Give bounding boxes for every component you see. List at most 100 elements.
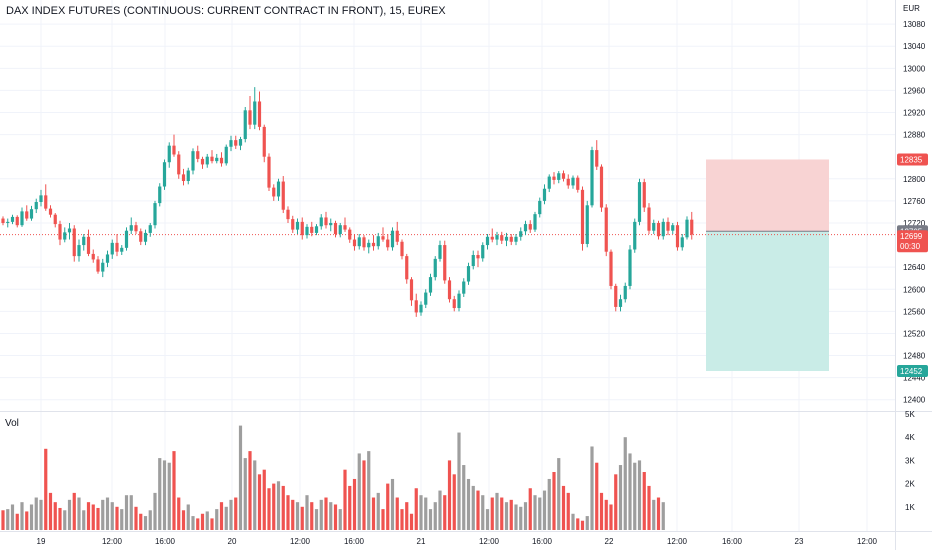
candle-body [29,209,34,219]
volume-bar [186,504,190,530]
volume-tick-label: 1K [905,503,915,512]
last-price-badge-countdown: 00:30 [900,242,921,251]
volume-bar [110,502,114,530]
time-tick-label: 16:00 [344,537,365,546]
volume-bar [623,437,627,530]
price-tick-label: 13000 [903,64,926,73]
candle-body [552,176,556,180]
volume-bar [215,509,219,530]
candle-body [447,280,452,300]
candles [1,87,694,317]
candle-body [357,237,361,247]
stop-loss-zone[interactable] [706,159,829,232]
volume-bar [67,499,72,530]
candle-body [191,151,195,171]
volume-bar [15,513,19,530]
candle-body [10,216,15,222]
candle-body [590,150,594,206]
candle-body [196,151,200,159]
candle-body [338,225,342,235]
price-tick-label: 12560 [903,307,926,316]
volume-bar [134,506,138,530]
volume-bar [286,495,290,530]
volume-bar [300,506,304,530]
volume-bar [466,478,471,530]
candle-body [348,229,352,240]
volume-bar [191,516,195,530]
volume-bar [115,506,119,530]
candle-body [433,258,437,278]
volume-bar [291,499,295,530]
candle-body [143,232,148,242]
candle-body [685,219,689,238]
volume-bar [409,513,414,530]
candle-body [129,225,133,231]
candle-body [101,262,105,272]
volume-bar [647,485,651,530]
volume-bar [419,495,423,530]
volume-bar [414,488,418,530]
volume-bar [177,497,181,530]
volume-bar [443,495,447,530]
candle-body [219,157,224,164]
candle-body [333,222,338,235]
take-profit-zone[interactable] [706,231,829,371]
candle-body [257,101,262,127]
candle-body [462,281,466,294]
candle-body [58,224,62,240]
time-tick-label: 12:00 [667,537,688,546]
candle-body [96,259,100,272]
last-price-badge [897,230,928,253]
candle-body [542,188,547,201]
volume-bar [248,451,252,530]
volume-bar [433,502,437,530]
time-tick-label: 12:00 [479,537,500,546]
volume-bar [329,502,333,530]
candle-body [167,145,171,163]
volume-bar [143,516,148,530]
volume-bar [495,492,499,530]
candle-body [352,239,357,247]
candle-body [409,279,414,301]
time-tick-label: 22 [605,537,614,546]
volume-bar [633,462,637,530]
volume-bar [34,497,38,530]
volume-bar [547,478,551,530]
candle-body [599,166,604,208]
time-tick-label: 23 [795,537,804,546]
volume-bar [1,510,5,530]
candle-body [300,221,304,236]
candle-body [186,170,190,182]
candle-body [243,110,247,140]
volume-bar [310,502,314,530]
volume-bar [210,518,214,530]
volume-bar [162,460,167,530]
price-tick-label: 13040 [903,42,926,51]
volume-bar [618,465,623,530]
price-tick-label: 12920 [903,109,926,118]
candle-body [595,150,599,167]
candle-body [647,207,651,231]
volume-bar [243,458,247,530]
price-tick-label: 12880 [903,131,926,140]
candle-body [205,156,209,165]
candle-body [671,225,675,231]
chart-title: DAX INDEX FUTURES (CONTINUOUS: CURRENT C… [6,5,446,17]
candle-body [618,299,623,307]
target-price-badge-text: 12452 [900,367,923,376]
volume-bar [552,472,556,530]
candle-body [139,231,143,242]
candle-body [466,266,471,282]
time-tick-label: 12:00 [290,537,311,546]
volume-bar [652,499,656,530]
volume-bar [580,520,585,530]
volume-bar [238,425,243,530]
volume-bar [590,446,594,530]
volume-bar [10,504,15,530]
candle-body [248,110,252,125]
volume-bars [1,425,665,530]
volume-bar [72,492,76,530]
volume-bar [533,495,537,530]
